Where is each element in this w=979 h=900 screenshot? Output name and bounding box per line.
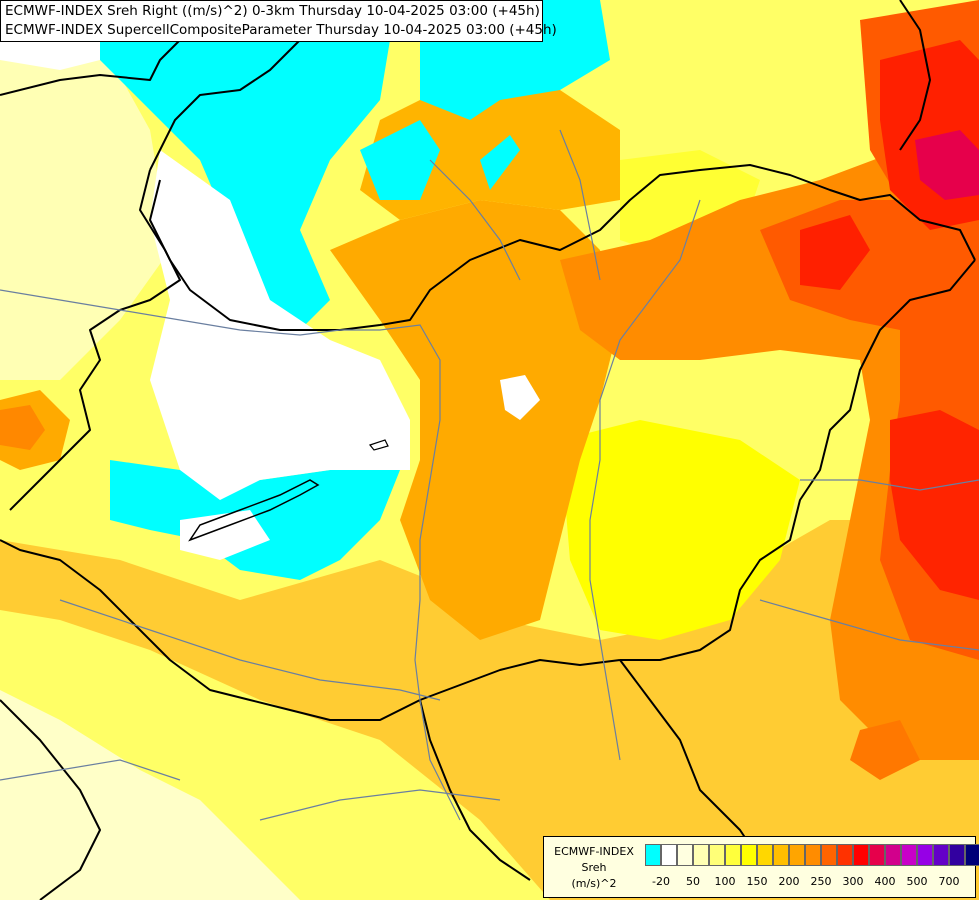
legend-swatch xyxy=(757,844,773,866)
legend-tick-label: 50 xyxy=(686,875,700,888)
river-danube xyxy=(0,289,461,821)
sreh-zone-orange-central xyxy=(330,200,620,640)
legend-tick-label: 400 xyxy=(874,875,896,888)
legend-tick-label: 150 xyxy=(746,875,768,888)
legend-swatch xyxy=(933,844,949,866)
legend-swatch xyxy=(677,844,693,866)
river-south-1 xyxy=(259,789,501,821)
sreh-zone-red-east xyxy=(890,410,979,600)
legend-swatch xyxy=(741,844,757,866)
sreh-zone-crimson-core xyxy=(915,130,979,200)
legend-param: Sreh xyxy=(581,861,607,874)
legend-swatch xyxy=(901,844,917,866)
legend-swatch xyxy=(853,844,869,866)
border-croatia xyxy=(419,699,531,881)
lake-small xyxy=(368,439,389,451)
legend-swatch xyxy=(693,844,709,866)
legend-swatch xyxy=(949,844,965,866)
legend-swatch xyxy=(725,844,741,866)
river-east-2 xyxy=(759,599,979,651)
sreh-zone-cyan-ne-small xyxy=(360,120,440,200)
border-hungary-east xyxy=(620,259,976,661)
legend-tick-label: 300 xyxy=(842,875,864,888)
legend-swatch-row xyxy=(645,844,979,866)
river-east-1 xyxy=(800,479,979,491)
legend-tick-label: 100 xyxy=(714,875,736,888)
river-west-1 xyxy=(0,759,181,781)
legend-swatch xyxy=(805,844,821,866)
color-legend: ECMWF-INDEX Sreh (m/s)^2 -20 50 100 150 200 2… xyxy=(543,836,979,898)
border-austria-west xyxy=(9,169,181,511)
legend-tick-label: -20 xyxy=(652,875,670,888)
sreh-zone-white-south xyxy=(180,510,270,560)
river-drava xyxy=(59,599,441,701)
sreh-zone-redorange-southeast xyxy=(850,720,920,780)
sreh-zone-cyan-ne-strip xyxy=(480,135,520,190)
legend-swatch xyxy=(661,844,677,866)
sreh-zone-red-central-east xyxy=(800,215,870,290)
sreh-zone-yellow-center xyxy=(560,420,800,640)
sreh-zone-white-center xyxy=(150,150,410,500)
border-serbia xyxy=(619,659,761,861)
legend-unit: (m/s)^2 xyxy=(571,877,617,890)
border-slovenia xyxy=(0,699,101,900)
legend-tick-label: 250 xyxy=(810,875,832,888)
map-title-box: ECMWF-INDEX Sreh Right ((m/s)^2) 0-3km T… xyxy=(0,0,557,42)
legend-swatch xyxy=(917,844,933,866)
legend-swatch xyxy=(773,844,789,866)
river-north-2 xyxy=(559,129,601,281)
legend-swatch xyxy=(869,844,885,866)
legend-swatch xyxy=(821,844,837,866)
sreh-zone-pale-southwest xyxy=(0,690,300,900)
legend-swatch xyxy=(789,844,805,866)
river-north-1 xyxy=(429,159,521,281)
river-tisza xyxy=(589,199,701,761)
sreh-zone-darkorange-west xyxy=(0,405,45,450)
legend-title: ECMWF-INDEX xyxy=(554,845,634,858)
legend-tick-label: 700 xyxy=(938,875,960,888)
border-slovakia-north xyxy=(149,179,340,331)
legend-tick-label: 200 xyxy=(778,875,800,888)
border-romania-north xyxy=(899,0,931,151)
legend-swatch xyxy=(645,844,661,866)
legend-tick-row: -20 50 100 150 200 250 300 400 500 700 xyxy=(645,875,975,889)
rivers xyxy=(0,129,979,821)
border-slovakia-hungary xyxy=(339,164,976,331)
title-line-1: ECMWF-INDEX Sreh Right ((m/s)^2) 0-3km T… xyxy=(5,3,540,19)
title-line-2: ECMWF-INDEX SupercellCompositeParameter … xyxy=(5,22,557,38)
legend-swatch xyxy=(965,844,979,866)
sreh-zone-cyan-north xyxy=(100,0,390,330)
lake-balaton xyxy=(188,479,320,542)
sreh-zone-pale-west xyxy=(0,40,170,380)
border-hungary-south xyxy=(0,539,621,721)
sreh-zone-white-spot xyxy=(500,375,540,420)
legend-swatch xyxy=(709,844,725,866)
legend-swatch xyxy=(837,844,853,866)
legend-tick-label: 500 xyxy=(906,875,928,888)
legend-swatch xyxy=(885,844,901,866)
